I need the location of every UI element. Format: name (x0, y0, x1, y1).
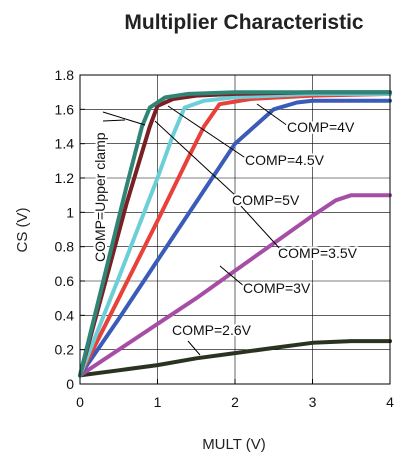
annotation-label: COMP=4V (287, 119, 355, 135)
series-line-comp-upper-clamp (78, 90, 392, 378)
annotation-leader (256, 103, 289, 127)
annotation-label-halo: COMP=3.5V (278, 245, 358, 261)
x-tick-label: 1 (154, 394, 162, 410)
tick-layer: 0 1 2 3 4 0 0.2 0.4 0.6 0.8 1 1.2 1.4 1.6 1.8 (55, 67, 395, 410)
annotation-leader (154, 120, 237, 197)
annotation-label: COMP=5V (232, 192, 300, 208)
annotation-leader (219, 265, 246, 288)
series-line-comp-3-5v (78, 98, 392, 378)
annotation-label-halo: COMP=4V (287, 119, 355, 135)
series-line-comp-4-5v (78, 91, 392, 378)
annotation-label: COMP=4.5V (245, 152, 325, 168)
y-tick-label: 0.2 (55, 342, 75, 358)
annotation-label-halo: COMP=5V (232, 192, 300, 208)
x-tick-label: 3 (309, 394, 317, 410)
annotation-leader (102, 119, 126, 122)
x-tick-label: 4 (386, 394, 394, 410)
y-axis-label: CS (V) (14, 207, 31, 252)
series-line-comp-3v (78, 193, 392, 378)
x-tick-label: 0 (76, 394, 84, 410)
annotation-leaders (102, 103, 289, 356)
annotation-label-halo: COMP=2.6V (172, 322, 252, 338)
annotation-label: COMP=3V (243, 280, 311, 296)
annotation-leader (167, 105, 248, 160)
y-tick-label: 1 (66, 204, 74, 220)
annotation-label-halo: COMP=4.5V (245, 152, 325, 168)
series-layer (78, 90, 392, 378)
series-line-comp-2-6v (78, 339, 392, 378)
y-tick-label: 0 (66, 376, 74, 392)
annotation-label: COMP=2.6V (172, 322, 252, 338)
y-tick-label: 1.8 (55, 67, 75, 83)
y-tick-label: 1.4 (55, 136, 75, 152)
y-tick-label: 0.6 (55, 273, 75, 289)
chart-title: Multiplier Characteristic (124, 11, 364, 34)
annotation-label-halo: COMP=3V (243, 280, 311, 296)
y-tick-label: 0.4 (55, 307, 75, 323)
annotation-leader (102, 111, 146, 126)
annotation-leader (187, 340, 201, 356)
x-axis-label: MULT (V) (202, 436, 266, 453)
annotation-label: COMP=Upper clamp (92, 132, 108, 262)
annotation-label: COMP=3.5V (278, 245, 358, 261)
annotation-leader (239, 204, 283, 252)
x-tick-label: 2 (231, 394, 239, 410)
annotation-label-halo: COMP=Upper clamp (92, 132, 108, 262)
y-tick-label: 1.2 (55, 170, 75, 186)
y-tick-label: 1.6 (55, 101, 75, 117)
y-tick-label: 0.8 (55, 239, 75, 255)
